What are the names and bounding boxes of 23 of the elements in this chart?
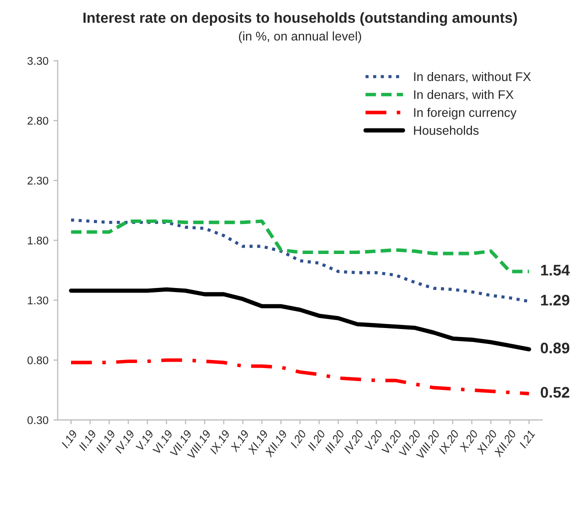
line-series [69, 219, 531, 274]
legend-label: In denars, with FX [414, 90, 514, 101]
x-tick-label: I.20 [290, 429, 307, 449]
x-tick-label: I.21 [518, 430, 536, 448]
y-tick-label: 1.80 [28, 236, 48, 244]
line-series [69, 358, 531, 396]
chart-title: Interest rate on deposits to households (outstanding amounts) [83, 12, 517, 26]
data-label: 0.52 [540, 386, 570, 398]
legend-label: In denars, without FX [414, 72, 531, 83]
legend-label: Households [414, 126, 479, 135]
y-tick-label: 3.30 [27, 56, 48, 65]
data-label: 1.54 [541, 264, 570, 276]
legend-label: In foreign currency [414, 108, 517, 120]
y-tick-label: 0.30 [27, 416, 48, 424]
y-tick-label: 1.30 [28, 296, 48, 304]
chart-subtitle: (in %, on annual level) [238, 31, 362, 44]
y-tick-label: 2.80 [28, 116, 48, 125]
x-tick-label: I.19 [60, 429, 78, 449]
data-label: 0.89 [540, 342, 570, 354]
y-tick-label: 2.30 [28, 176, 48, 185]
data-label: 1.29 [541, 294, 570, 306]
line-series [68, 287, 532, 352]
y-tick-label: 0.80 [27, 356, 48, 364]
